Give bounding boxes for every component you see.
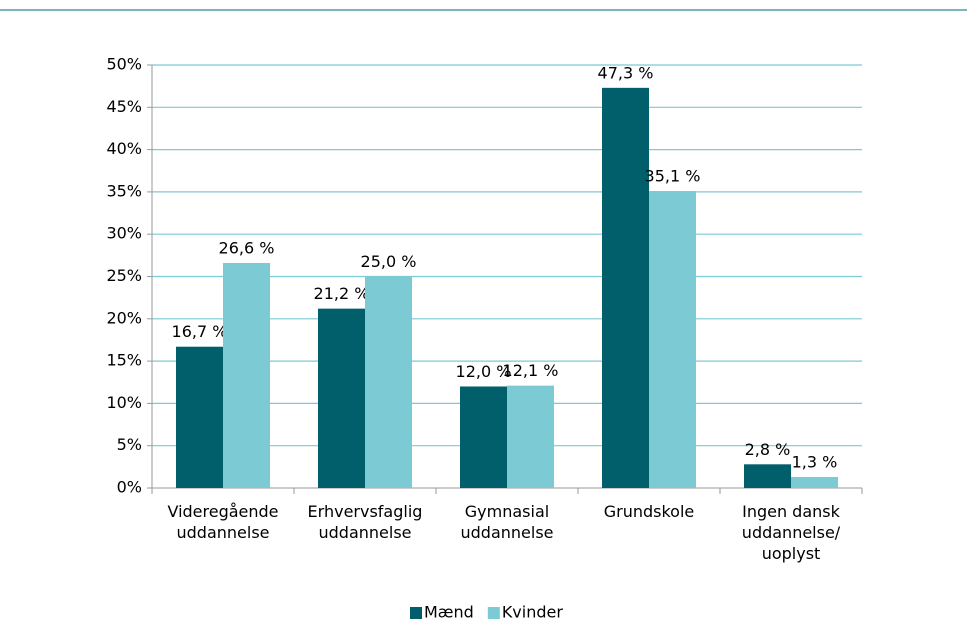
y-tick-label: 25% — [106, 266, 142, 285]
value-label: 26,6 % — [219, 238, 275, 257]
legend-label: Kvinder — [502, 603, 564, 621]
x-tick-label: Videregående uddannelse — [167, 502, 278, 542]
value-label: 16,7 % — [172, 322, 228, 341]
y-tick-label: 0% — [117, 478, 142, 497]
bar — [507, 385, 554, 488]
bar — [176, 346, 223, 488]
legend-swatch — [410, 607, 422, 619]
value-label: 2,8 % — [745, 440, 791, 459]
value-label: 1,3 % — [792, 453, 838, 472]
legend-label: Mænd — [424, 603, 474, 621]
value-label: 21,2 % — [314, 284, 370, 303]
value-label: 12,0 % — [456, 362, 512, 381]
x-tick-label: Erhvervsfaglig uddannelse — [308, 502, 423, 542]
bar — [460, 386, 507, 488]
value-label: 35,1 % — [645, 167, 701, 186]
value-label: 47,3 % — [598, 63, 654, 82]
y-tick-label: 45% — [106, 97, 142, 116]
x-tick-label: Ingen dansk uddannelse/uoplyst — [742, 502, 841, 563]
bar — [602, 87, 649, 488]
bar — [365, 276, 412, 488]
y-tick-label: 10% — [106, 393, 142, 412]
legend-swatch — [487, 607, 500, 619]
y-tick-label: 30% — [106, 224, 142, 243]
value-label: 12,1 % — [503, 361, 559, 380]
bar — [649, 191, 696, 488]
y-tick-label: 35% — [106, 181, 142, 200]
bar — [791, 477, 838, 488]
y-tick-label: 20% — [106, 308, 142, 327]
y-tick-label: 5% — [117, 435, 142, 454]
bar — [744, 464, 791, 488]
value-label: 25,0 % — [361, 252, 417, 271]
y-tick-label: 40% — [106, 139, 142, 158]
bar — [318, 308, 365, 488]
x-tick-label: Gymnasial uddannelse — [460, 502, 553, 542]
y-tick-label: 50% — [106, 55, 142, 74]
y-tick-label: 15% — [106, 351, 142, 370]
x-tick-label: Grundskole — [604, 502, 695, 521]
bar — [223, 262, 270, 488]
